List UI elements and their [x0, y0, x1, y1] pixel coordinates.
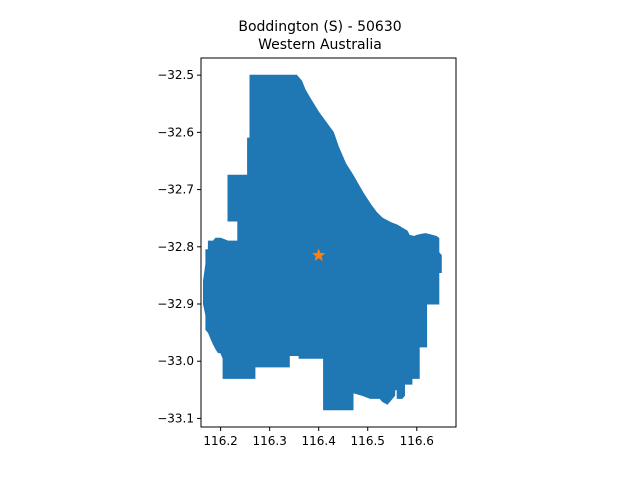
y-tick-label: −32.5	[157, 68, 194, 82]
x-tick-label: 116.5	[351, 434, 385, 448]
y-tick-label: −32.7	[157, 183, 194, 197]
y-tick-label: −32.8	[157, 240, 194, 254]
x-tick-label: 116.2	[203, 434, 237, 448]
y-tick-label: −32.9	[157, 297, 194, 311]
x-tick-label: 116.6	[400, 434, 434, 448]
x-tick-label: 116.3	[252, 434, 286, 448]
map-axes: 116.2 116.3 116.4 116.5 116.6 −32.5 −32.6 −32.7…	[157, 57, 457, 448]
centroid-star-icon	[312, 248, 326, 261]
map-plot-area	[203, 74, 442, 411]
y-tick-label: −33.0	[157, 354, 194, 368]
axes-frame	[200, 57, 457, 428]
x-tick-label: 116.4	[302, 434, 336, 448]
map-title-line-2: Western Australia	[258, 37, 382, 53]
map-title-line-1: Boddington (S) - 50630	[238, 19, 401, 35]
region-polygon	[203, 74, 442, 411]
y-tick-label: −32.6	[157, 125, 194, 139]
y-tick-label: −33.1	[157, 411, 194, 425]
